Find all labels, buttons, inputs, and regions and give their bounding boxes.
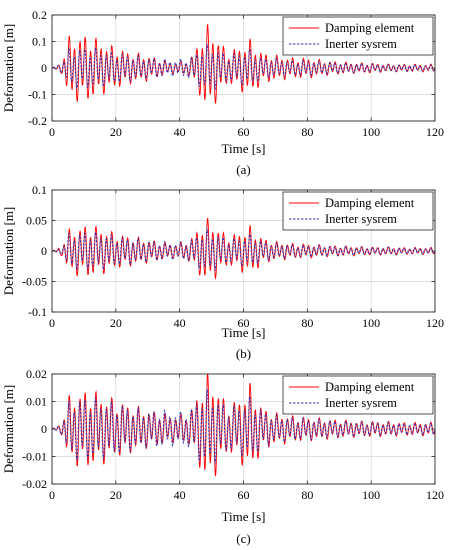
x-tick-label: 20 — [110, 488, 122, 502]
legend-label: Inerter sysrem — [325, 37, 397, 51]
legend-label: Damping element — [325, 380, 415, 394]
y-axis-title: Deformation [m] — [1, 207, 16, 295]
x-tick-label: 80 — [301, 316, 313, 330]
legend: Damping element Inerter sysrem — [282, 375, 434, 415]
x-tick-label: 40 — [174, 125, 186, 139]
y-tick-label: 0.1 — [32, 183, 47, 197]
legend-label: Inerter sysrem — [325, 396, 397, 410]
series-line-inerter-system — [52, 227, 435, 272]
y-tick-label: -0.01 — [22, 450, 47, 464]
x-tick-label: 60 — [238, 316, 250, 330]
panel-caption: (c) — [236, 531, 250, 546]
legend-label: Damping element — [325, 196, 415, 210]
x-tick-label: 120 — [426, 316, 444, 330]
x-tick-label: 80 — [301, 125, 313, 139]
x-axis-title: Time [s] — [222, 509, 266, 524]
y-tick-label: 0.05 — [26, 214, 47, 228]
legend-box — [282, 191, 434, 231]
x-tick-label: 20 — [110, 316, 122, 330]
legend: Damping element Inerter sysrem — [282, 191, 434, 231]
legend-box — [282, 16, 434, 56]
y-tick-label: 0.02 — [26, 367, 47, 381]
y-tick-label: 0 — [41, 61, 47, 75]
x-tick-label: 60 — [238, 488, 250, 502]
panel-caption: (a) — [236, 162, 250, 177]
x-tick-label: 100 — [362, 316, 380, 330]
series-line-inerter-system — [52, 43, 435, 91]
legend-label: Damping element — [325, 21, 415, 35]
y-tick-label: -0.2 — [28, 114, 47, 128]
x-tick-label: 120 — [426, 125, 444, 139]
y-tick-label: -0.1 — [28, 88, 47, 102]
legend: Damping element Inerter sysrem — [282, 16, 434, 56]
x-tick-label: 100 — [362, 125, 380, 139]
x-tick-label: 0 — [49, 488, 55, 502]
x-tick-label: 60 — [238, 125, 250, 139]
y-tick-label: 0.2 — [32, 8, 47, 22]
chart-panel-a: 0 20 40 60 80 100 120 0.2 0.1 0 -0.1 -0.2 Time [s] De… — [1, 8, 444, 177]
x-tick-label: 100 — [362, 488, 380, 502]
y-tick-label: 0 — [41, 422, 47, 436]
panel-caption: (b) — [236, 346, 251, 361]
y-axis-title: Deformation [m] — [1, 385, 16, 473]
y-axis-title: Deformation [m] — [1, 24, 16, 112]
x-tick-label: 40 — [174, 488, 186, 502]
x-tick-label: 0 — [49, 316, 55, 330]
chart-panel-b: 0 20 40 60 80 100 120 0.1 0.05 0 -0.05 -0.1 Time [s]… — [1, 183, 444, 361]
x-tick-label: 40 — [174, 316, 186, 330]
chart-panel-c: 0 20 40 60 80 100 120 0.02 0.01 0 -0.01 -0.02 Time [… — [1, 367, 444, 546]
y-tick-label: 0.01 — [26, 395, 47, 409]
y-tick-label: -0.05 — [22, 275, 47, 289]
y-tick-label: -0.1 — [28, 305, 47, 319]
y-tick-label: -0.02 — [22, 477, 47, 491]
series-line-inerter-system — [52, 388, 435, 464]
x-axis-title: Time [s] — [222, 141, 266, 156]
y-tick-label: 0.1 — [32, 35, 47, 49]
x-tick-label: 20 — [110, 125, 122, 139]
x-tick-label: 120 — [426, 488, 444, 502]
x-tick-label: 0 — [49, 125, 55, 139]
legend-label: Inerter sysrem — [325, 212, 397, 226]
y-tick-label: 0 — [41, 244, 47, 258]
legend-box — [282, 375, 434, 415]
x-axis-title: Time [s] — [222, 325, 266, 340]
x-tick-label: 80 — [301, 488, 313, 502]
